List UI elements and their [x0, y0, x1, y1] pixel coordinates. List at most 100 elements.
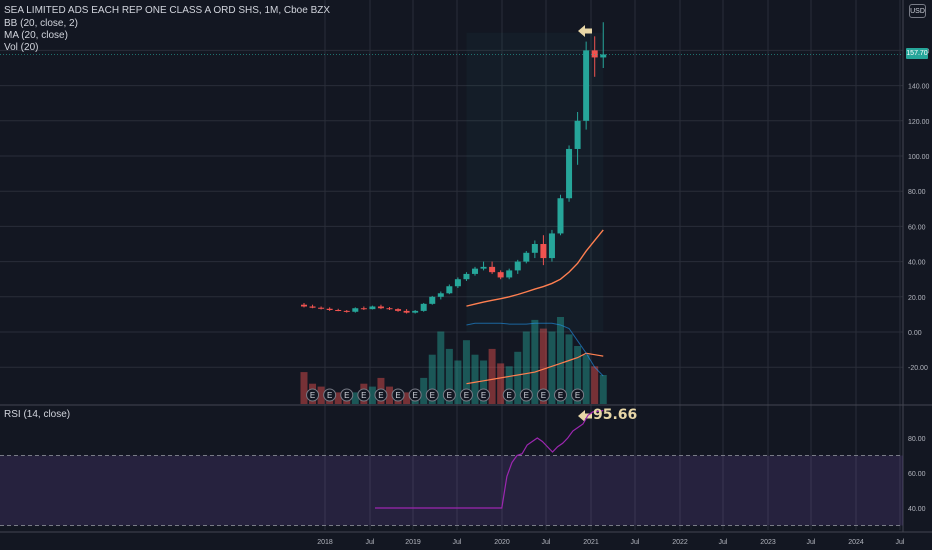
price-axis-label: 60.00: [908, 224, 926, 231]
candle-body: [352, 308, 359, 312]
price-axis-label: 40.00: [908, 260, 926, 267]
time-axis-label: 2019: [405, 539, 421, 546]
volume-bar: [368, 386, 376, 404]
earnings-marker: [340, 388, 354, 402]
volume-bar: [488, 348, 496, 404]
bb-basis-line: [466, 322, 604, 377]
candle-body: [301, 304, 307, 307]
volume-bar: [420, 377, 428, 404]
volume-bar: [505, 366, 513, 404]
earnings-marker-label: E: [481, 391, 486, 400]
time-axis-label: Jul: [542, 539, 551, 546]
time-axis-label: Jul: [807, 539, 816, 546]
candle-body: [412, 310, 419, 313]
price-axis-label: -20.00: [908, 365, 928, 372]
time-axis-label: 2020: [494, 539, 510, 546]
time-axis-label: Jul: [366, 539, 375, 546]
earnings-marker-label: E: [558, 391, 563, 400]
candle-body: [591, 50, 598, 58]
time-axis-label: 2023: [760, 539, 776, 546]
candle-body: [531, 244, 538, 253]
candle-body: [454, 279, 461, 287]
volume-ma-line: [466, 352, 604, 385]
volume-bar: [574, 346, 582, 404]
earnings-marker-label: E: [344, 391, 349, 400]
candle-body: [386, 308, 393, 310]
rsi-annotation-arrow-icon: [578, 410, 592, 422]
rsi-band-fill: [0, 455, 903, 526]
rsi-axis-label: 80.00: [908, 436, 926, 443]
earnings-marker-label: E: [310, 391, 315, 400]
earnings-marker: [571, 388, 585, 402]
earnings-marker: [391, 388, 405, 402]
candle-body: [335, 310, 342, 311]
price-axis-label: 100.00: [908, 154, 930, 161]
price-axis-label: 140.00: [908, 84, 930, 91]
earnings-marker-label: E: [507, 391, 512, 400]
candle-body: [506, 270, 513, 278]
volume-bar: [591, 366, 599, 404]
candle-body: [326, 308, 333, 310]
volume-bar: [454, 360, 462, 404]
volume-bar: [428, 354, 436, 404]
volume-bar: [497, 363, 505, 404]
earnings-marker: [357, 388, 371, 402]
volume-bar: [582, 354, 590, 404]
earnings-marker-label: E: [575, 391, 580, 400]
candle-body: [420, 303, 427, 311]
vol-indicator-label[interactable]: Vol (20): [4, 42, 39, 53]
time-axis-label: 2018: [317, 539, 333, 546]
rsi-axis-label: 60.00: [908, 471, 926, 478]
volume-bar: [351, 392, 359, 404]
candle-body: [566, 148, 573, 199]
earnings-marker-label: E: [430, 391, 435, 400]
volume-bar: [462, 340, 470, 404]
candle-body: [514, 261, 521, 271]
earnings-marker-label: E: [361, 391, 366, 400]
currency-badge[interactable]: USD: [909, 4, 926, 18]
symbol-title: SEA LIMITED ADS EACH REP ONE CLASS A ORD…: [4, 5, 331, 16]
volume-bar: [437, 331, 445, 404]
rsi-indicator-label[interactable]: RSI (14, close): [4, 409, 71, 420]
earnings-marker: [442, 388, 456, 402]
volume-bar: [565, 334, 573, 404]
ma-indicator-label[interactable]: MA (20, close): [4, 30, 68, 41]
volume-bar: [548, 331, 556, 404]
time-axis-label: Jul: [631, 539, 640, 546]
volume-bar: [300, 372, 308, 404]
candle-body: [360, 308, 367, 310]
volume-bar: [386, 386, 393, 404]
volume-bar: [522, 331, 530, 404]
bb-band-fill: [466, 32, 604, 333]
earnings-marker: [306, 388, 320, 402]
earnings-marker-label: E: [464, 391, 469, 400]
earnings-marker-label: E: [412, 391, 417, 400]
candle-body: [437, 293, 444, 297]
candle-body: [600, 54, 607, 58]
time-axis-label: Jul: [453, 539, 462, 546]
bb-indicator-label[interactable]: BB (20, close, 2): [4, 18, 78, 29]
price-annotation-arrow-icon: [578, 25, 592, 37]
volume-bar: [531, 319, 539, 404]
earnings-marker: [519, 388, 533, 402]
earnings-marker: [425, 388, 439, 402]
price-axis-label: 0.00: [908, 330, 922, 337]
earnings-marker-label: E: [541, 391, 546, 400]
price-axis-label: 20.00: [908, 295, 926, 302]
earnings-marker-label: E: [327, 391, 332, 400]
earnings-marker: [408, 388, 422, 402]
earnings-marker: [554, 388, 567, 402]
candle-body: [343, 310, 350, 312]
candle-body: [377, 306, 384, 309]
last-price-tag: 157.70: [906, 48, 928, 59]
ma-line: [466, 229, 604, 307]
volume-bar: [599, 375, 607, 404]
earnings-marker-label: E: [524, 391, 529, 400]
volume-bar: [317, 386, 325, 404]
candle-body: [548, 233, 555, 259]
candle-body: [395, 309, 402, 311]
candle-body: [574, 120, 581, 149]
volume-bar: [334, 392, 342, 404]
earnings-marker: [536, 388, 550, 402]
